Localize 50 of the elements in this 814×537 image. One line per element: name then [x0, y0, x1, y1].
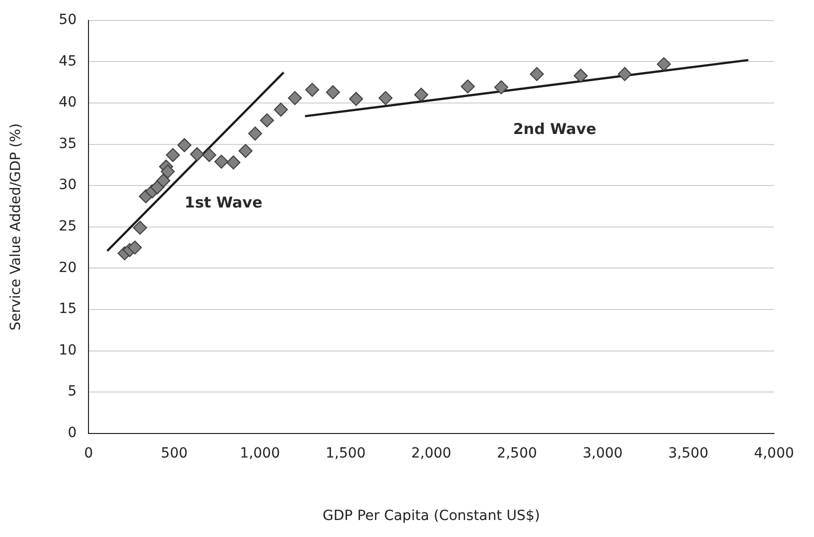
y-tick-label: 10 [58, 342, 77, 358]
point [494, 80, 508, 94]
point [378, 91, 393, 106]
point [166, 148, 180, 162]
point [288, 91, 302, 106]
point [226, 155, 240, 170]
y-tick-label: 30 [58, 177, 77, 194]
y-tick-label: 0 [68, 425, 77, 442]
point [349, 92, 364, 106]
point [214, 154, 228, 169]
y-tick-label: 5 [68, 384, 77, 400]
point [414, 88, 428, 102]
y-tick-label: 35 [58, 136, 77, 152]
point [305, 82, 320, 97]
point [260, 113, 274, 128]
annotation: 1st Wave [184, 194, 262, 212]
x-tick-label: 3,000 [582, 445, 623, 462]
point [530, 67, 544, 82]
x-tick-label: 2,000 [411, 445, 452, 462]
point [656, 57, 671, 72]
x-tick-label: 1,000 [240, 445, 280, 462]
x-axis-title: GDP Per Capita (Constant US$) [322, 508, 540, 524]
point [128, 240, 142, 255]
y-tick-label: 25 [58, 218, 77, 235]
y-axis-title: Service Value Added/GDP (%) [8, 123, 24, 330]
x-tick-label: 2,500 [496, 445, 538, 462]
point [190, 147, 204, 162]
annotation: 2nd Wave [513, 120, 596, 138]
point [238, 144, 253, 158]
x-tick-label: 3,500 [668, 445, 708, 462]
y-tick-label: 15 [58, 301, 77, 318]
point [618, 67, 632, 82]
point [160, 164, 175, 179]
point [460, 79, 475, 94]
point [248, 126, 262, 141]
x-tick-label: 0 [84, 445, 94, 462]
y-tick-label: 20 [58, 260, 77, 276]
point [274, 102, 288, 117]
y-tick-label: 40 [58, 94, 77, 111]
y-tick-label: 45 [58, 53, 77, 70]
x-tick-label: 500 [160, 445, 188, 462]
y-tick-label: 50 [58, 12, 77, 28]
point [133, 220, 148, 235]
point [202, 148, 216, 162]
x-tick-label: 4,000 [754, 445, 794, 462]
point [177, 138, 192, 152]
point [326, 85, 340, 100]
point [156, 174, 170, 188]
point [574, 68, 588, 83]
x-tick-label: 1,500 [326, 445, 366, 462]
